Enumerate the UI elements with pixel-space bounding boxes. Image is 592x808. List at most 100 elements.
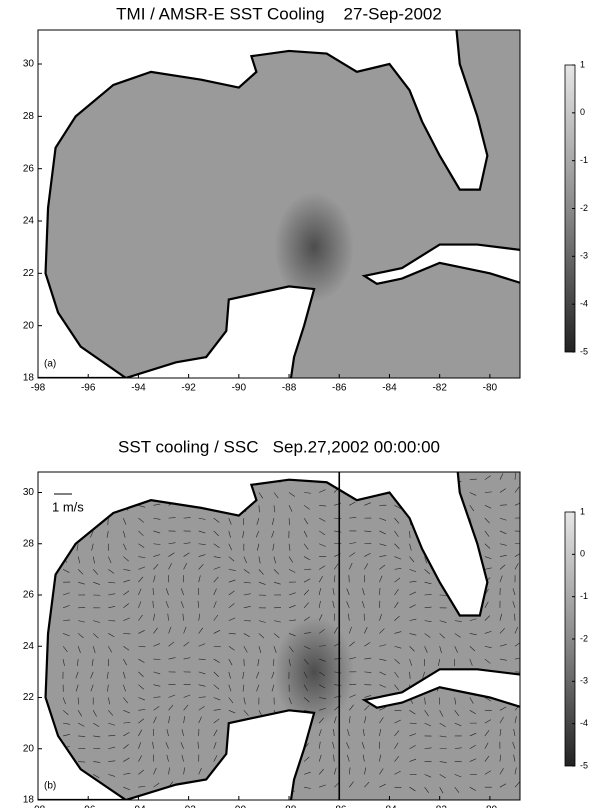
current-vector xyxy=(258,569,264,575)
current-vector xyxy=(183,657,191,660)
current-vector xyxy=(76,543,79,551)
colorbar-tick-label: -5 xyxy=(580,346,588,356)
current-vector xyxy=(90,530,94,538)
current-vector xyxy=(213,755,218,762)
current-vector xyxy=(93,569,99,575)
current-vector xyxy=(469,786,477,791)
current-vector xyxy=(439,633,445,639)
current-vector xyxy=(257,543,260,551)
colorbar-tick-label: -4 xyxy=(580,299,588,309)
current-vector xyxy=(213,684,220,690)
current-vector xyxy=(198,627,204,634)
current-vector xyxy=(62,569,70,573)
current-vector xyxy=(454,787,460,793)
current-vector xyxy=(138,505,146,508)
y-tick-label: 30 xyxy=(23,59,35,70)
current-vector xyxy=(469,633,477,636)
colorbar-tick-label: -2 xyxy=(580,633,588,643)
current-vector xyxy=(183,704,189,711)
current-vector xyxy=(123,530,126,538)
current-vector xyxy=(168,552,175,557)
current-vector xyxy=(499,613,503,621)
current-vector xyxy=(409,710,416,715)
current-vector xyxy=(108,556,112,564)
current-vector xyxy=(379,613,382,621)
current-vector xyxy=(319,517,326,522)
current-vector xyxy=(512,588,516,596)
current-vector xyxy=(228,518,232,525)
current-vector xyxy=(123,658,128,666)
current-vector xyxy=(379,628,385,634)
current-vector xyxy=(153,706,160,711)
current-vector xyxy=(379,768,384,775)
current-vector xyxy=(106,530,109,538)
current-vector xyxy=(288,569,296,573)
current-vector xyxy=(318,741,321,749)
current-vector xyxy=(123,556,129,562)
current-vector xyxy=(152,600,154,608)
current-vector xyxy=(348,767,351,775)
current-vector xyxy=(153,543,161,545)
current-vector xyxy=(484,505,492,509)
current-vector xyxy=(213,742,217,749)
current-vector xyxy=(333,767,337,775)
current-vector xyxy=(484,491,492,493)
current-vector xyxy=(228,646,235,651)
current-vector xyxy=(499,644,507,647)
current-vector xyxy=(213,530,219,537)
current-vector xyxy=(409,745,416,750)
current-vector xyxy=(409,543,412,551)
current-vector xyxy=(77,556,81,564)
current-vector xyxy=(318,754,322,762)
current-vector xyxy=(424,697,426,705)
current-vector xyxy=(108,774,116,777)
colorbar-tick-label: -4 xyxy=(580,718,588,728)
current-vector xyxy=(439,722,446,728)
current-vector xyxy=(123,732,130,737)
current-vector xyxy=(484,719,492,724)
current-vector xyxy=(346,742,350,749)
current-vector xyxy=(303,556,311,561)
current-vector xyxy=(349,694,356,698)
current-vector xyxy=(138,556,146,559)
current-vector xyxy=(138,630,145,634)
current-vector xyxy=(333,627,338,634)
current-vector xyxy=(228,684,232,692)
current-vector xyxy=(319,697,327,700)
current-vector xyxy=(62,710,69,716)
current-vector xyxy=(318,717,324,724)
current-vector xyxy=(182,613,184,621)
cooling-spot xyxy=(274,192,355,303)
x-tick-label: -94 xyxy=(131,383,146,394)
land xyxy=(361,243,520,285)
current-vector xyxy=(424,787,429,794)
current-vector xyxy=(77,710,83,717)
current-vector xyxy=(303,505,310,510)
current-vector xyxy=(77,569,84,575)
current-vector xyxy=(469,710,476,715)
current-vector xyxy=(108,593,116,596)
current-vector xyxy=(484,543,491,549)
current-vector xyxy=(243,581,251,584)
current-vector xyxy=(409,646,415,652)
current-vector xyxy=(107,684,109,692)
x-tick-label: -82 xyxy=(432,383,447,394)
current-vector xyxy=(272,659,275,667)
current-vector xyxy=(228,556,235,562)
current-vector xyxy=(362,601,365,608)
current-vector xyxy=(213,543,220,548)
current-vector xyxy=(181,729,184,737)
colorbar-tick-label: -3 xyxy=(580,676,588,686)
current-vector xyxy=(123,603,130,609)
current-vector xyxy=(183,517,191,519)
current-vector xyxy=(364,502,371,506)
current-vector xyxy=(303,645,311,650)
current-vector xyxy=(409,580,417,583)
current-vector xyxy=(318,588,321,596)
current-vector xyxy=(123,744,129,749)
current-vector xyxy=(318,600,321,608)
current-vector xyxy=(93,633,99,639)
current-vector xyxy=(454,633,461,638)
current-vector xyxy=(213,671,219,677)
